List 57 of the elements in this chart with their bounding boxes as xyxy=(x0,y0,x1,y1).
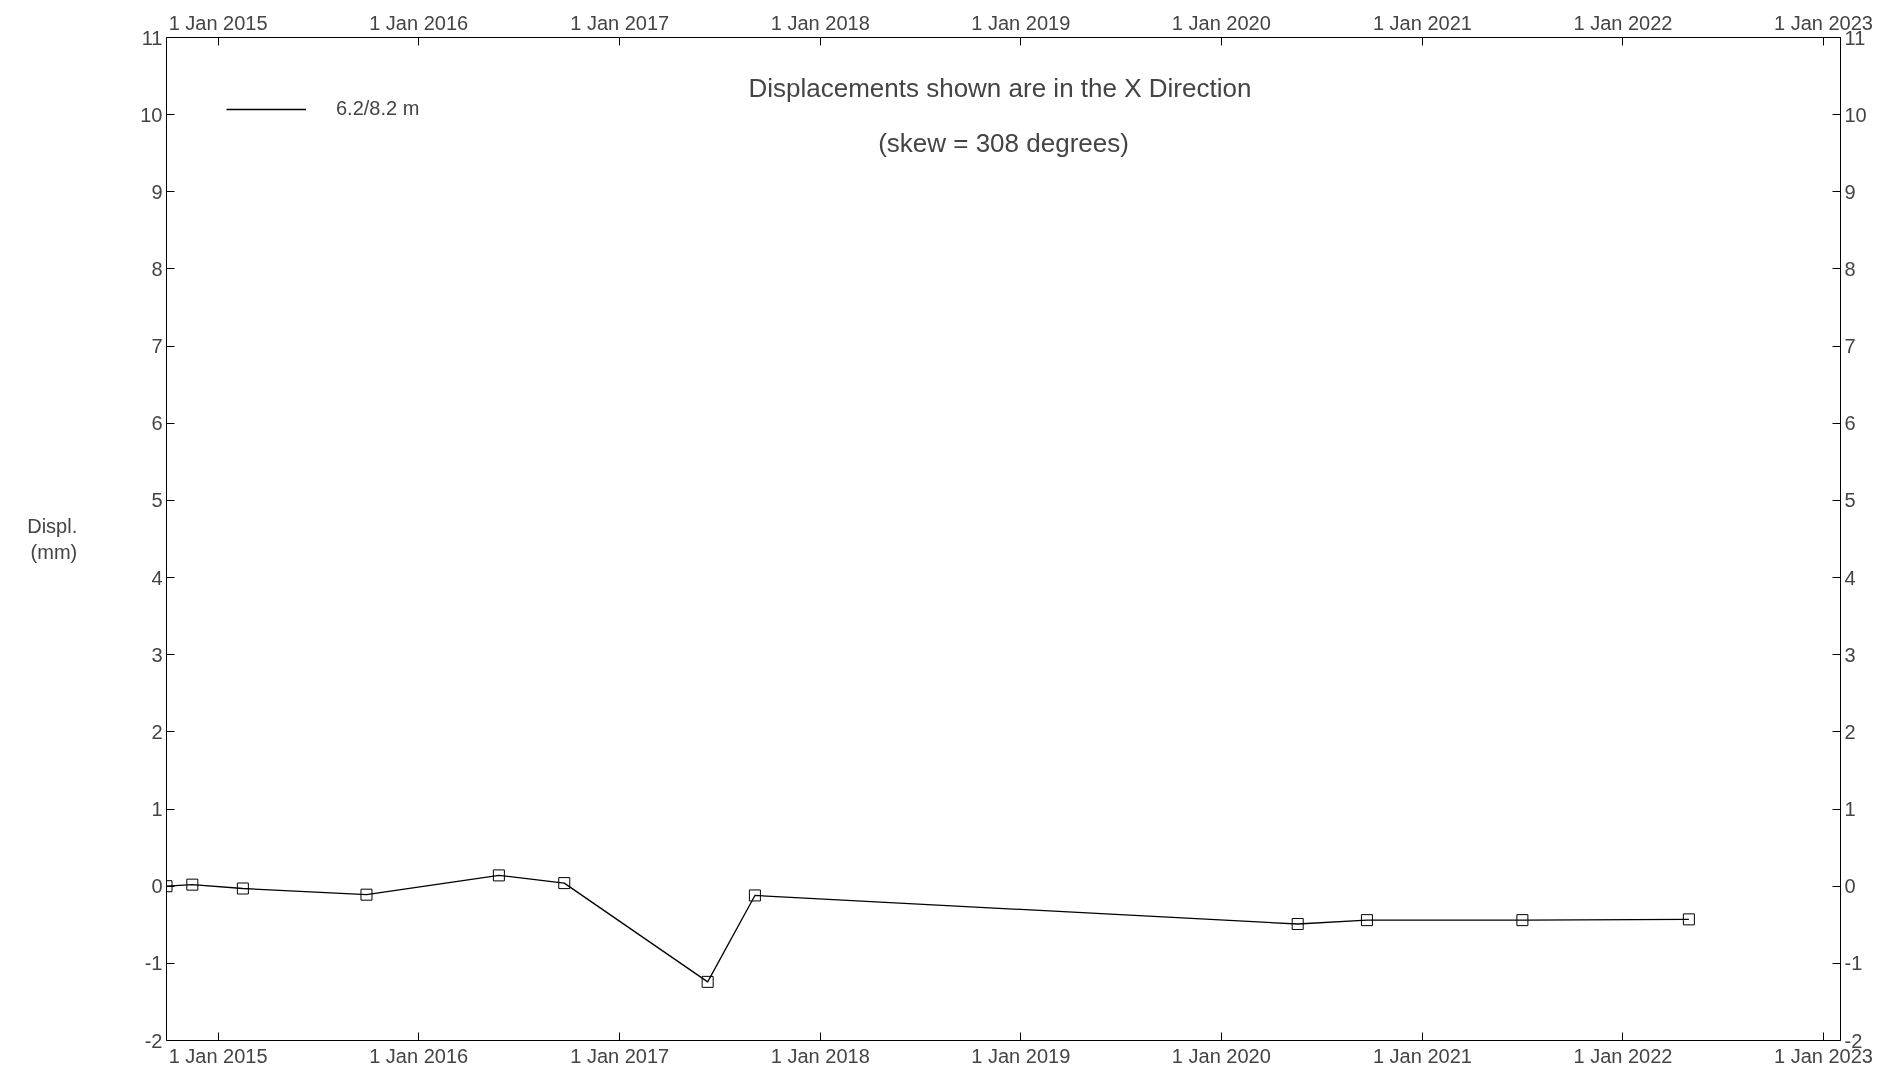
y-tick-label: 2 xyxy=(151,720,163,743)
y-tick-label: 8 xyxy=(151,257,163,280)
y2-tick-label: 4 xyxy=(1844,566,1856,589)
y-axis-title: Displ. (mm) xyxy=(27,514,78,564)
legend-label: 6.2/8.2 m xyxy=(336,97,420,120)
point xyxy=(360,888,373,901)
y2-tick-label: 8 xyxy=(1844,257,1856,280)
text: Displacements shown are in the X Direction xyxy=(748,72,1252,103)
x2-tick-label: 1 Jan 2020 xyxy=(1171,1044,1271,1067)
y2-tick-label: 1 xyxy=(1844,798,1856,821)
point xyxy=(558,877,571,890)
x2-tick-label: 1 Jan 2022 xyxy=(1573,1044,1673,1067)
y2-tick-label: 3 xyxy=(1844,643,1856,666)
x2-tick-label: 1 Jan 2019 xyxy=(971,1044,1071,1067)
y-tick-label: -1 xyxy=(144,952,163,975)
y-tick-label: 0 xyxy=(151,875,163,898)
y-tick-label: 7 xyxy=(151,335,163,358)
x2-tick-label: 1 Jan 2018 xyxy=(770,1044,870,1067)
point xyxy=(1516,914,1529,927)
y-tick-label: 11 xyxy=(141,26,163,49)
x-tick-label: 1 Jan 2018 xyxy=(770,11,870,34)
x2-tick-label: 1 Jan 2021 xyxy=(1372,1044,1472,1067)
x-tick-label: 1 Jan 2022 xyxy=(1573,11,1673,34)
y-tick-label: 3 xyxy=(151,643,163,666)
y-tick-label: 10 xyxy=(140,103,163,126)
y2-tick-label: 0 xyxy=(1844,875,1856,898)
y-tick-label: 6 xyxy=(151,412,163,435)
point xyxy=(748,889,761,902)
y-tick-label: -2 xyxy=(144,1029,163,1052)
y-tick-label: 1 xyxy=(151,798,163,821)
x-tick-label: 1 Jan 2016 xyxy=(369,11,469,34)
y2-tick-label: 2 xyxy=(1844,720,1856,743)
y2-tick-label: 5 xyxy=(1844,489,1856,512)
x-tick-label: 1 Jan 2019 xyxy=(971,11,1071,34)
point xyxy=(1360,914,1373,927)
point xyxy=(701,975,714,988)
y-tick-label: 4 xyxy=(151,566,163,589)
y2-tick-label: -1 xyxy=(1844,952,1863,975)
y-tick-label: 5 xyxy=(151,489,163,512)
point xyxy=(1682,913,1695,926)
point xyxy=(236,882,249,895)
x-tick-label: 1 Jan 2015 xyxy=(168,11,268,34)
x2-tick-label: 1 Jan 2015 xyxy=(168,1044,268,1067)
point xyxy=(186,878,199,891)
y2-tick-label: 7 xyxy=(1844,335,1856,358)
x2-tick-label: 1 Jan 2016 xyxy=(369,1044,469,1067)
y2-tick-label: 10 xyxy=(1844,103,1867,126)
y2-tick-label: 9 xyxy=(1844,180,1856,203)
x2-tick-label: 1 Jan 2017 xyxy=(570,1044,670,1067)
point xyxy=(492,869,505,882)
text: (skew = 308 degrees) xyxy=(878,127,1129,158)
y-tick-label: 9 xyxy=(151,180,163,203)
x-tick-label: 1 Jan 2020 xyxy=(1171,11,1271,34)
x-tick-label: 1 Jan 2017 xyxy=(570,11,670,34)
point xyxy=(1291,918,1304,930)
y2-tick-label: 6 xyxy=(1844,412,1856,435)
x-tick-label: 1 Jan 2021 xyxy=(1372,11,1472,34)
